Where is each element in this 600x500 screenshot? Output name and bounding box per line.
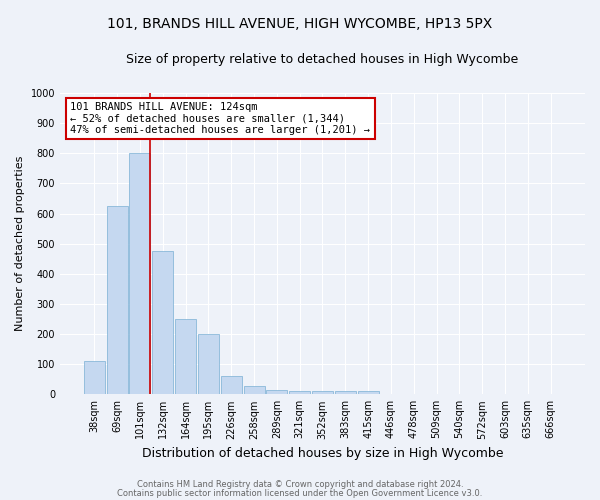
Bar: [107, 206, 128, 394]
Text: 101 BRANDS HILL AVENUE: 124sqm
← 52% of detached houses are smaller (1,344)
47% : 101 BRANDS HILL AVENUE: 124sqm ← 52% of …: [70, 102, 370, 136]
Bar: [358, 392, 379, 394]
Title: Size of property relative to detached houses in High Wycombe: Size of property relative to detached ho…: [127, 52, 518, 66]
Bar: [221, 376, 242, 394]
Bar: [266, 390, 287, 394]
Bar: [84, 361, 105, 394]
Bar: [175, 319, 196, 394]
Bar: [152, 251, 173, 394]
Y-axis label: Number of detached properties: Number of detached properties: [15, 156, 25, 332]
Text: Contains public sector information licensed under the Open Government Licence v3: Contains public sector information licen…: [118, 488, 482, 498]
Bar: [130, 154, 151, 394]
Bar: [312, 392, 333, 394]
Bar: [244, 386, 265, 394]
Text: 101, BRANDS HILL AVENUE, HIGH WYCOMBE, HP13 5PX: 101, BRANDS HILL AVENUE, HIGH WYCOMBE, H…: [107, 18, 493, 32]
Bar: [198, 334, 219, 394]
Bar: [335, 392, 356, 394]
Text: Contains HM Land Registry data © Crown copyright and database right 2024.: Contains HM Land Registry data © Crown c…: [137, 480, 463, 489]
X-axis label: Distribution of detached houses by size in High Wycombe: Distribution of detached houses by size …: [142, 447, 503, 460]
Bar: [289, 392, 310, 394]
